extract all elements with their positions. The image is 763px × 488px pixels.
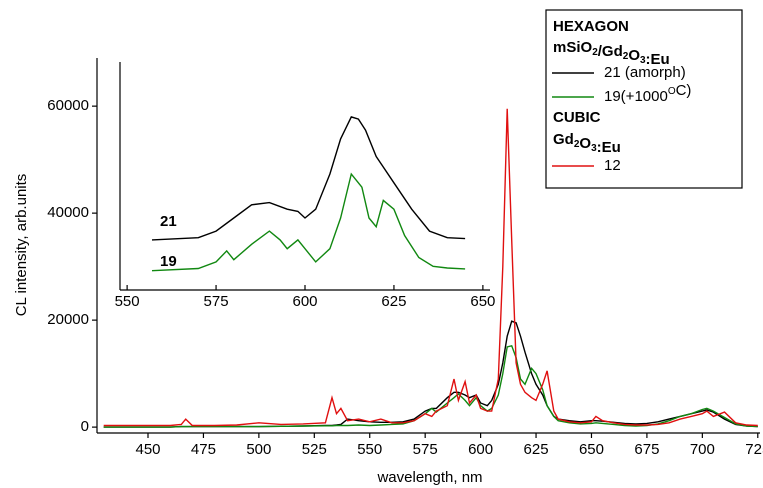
inset-background xyxy=(120,62,490,290)
x-tick-label: 500 xyxy=(246,441,271,458)
series-line xyxy=(103,320,758,428)
y-axis-label: CL intensity, arb.units xyxy=(13,174,30,317)
series-line xyxy=(151,172,466,272)
legend-group-title: HEXAGON xyxy=(553,18,629,35)
y-tick-label: 0 xyxy=(81,418,89,435)
inset-x-tick-label: 600 xyxy=(292,293,317,310)
series-line xyxy=(103,344,758,428)
x-axis-label: wavelength, nm xyxy=(376,469,482,486)
x-tick-label: 600 xyxy=(468,441,493,458)
y-tick-label: 40000 xyxy=(47,204,89,221)
inset-annotation: 19 xyxy=(160,253,177,270)
y-tick-label: 20000 xyxy=(47,311,89,328)
legend-group-title: CUBIC xyxy=(553,109,601,126)
x-tick-label: 700 xyxy=(690,441,715,458)
x-tick-label: 475 xyxy=(191,441,216,458)
y-tick-label: 60000 xyxy=(47,97,89,114)
x-tick-label: 675 xyxy=(634,441,659,458)
x-tick-label: 725 xyxy=(745,441,763,458)
x-tick-label: 525 xyxy=(302,441,327,458)
legend-label: 21 (amorph) xyxy=(604,64,686,81)
series-line xyxy=(103,108,758,427)
inset-x-tick-label: 650 xyxy=(470,293,495,310)
x-tick-label: 650 xyxy=(579,441,604,458)
legend-label: 12 xyxy=(604,157,621,174)
x-tick-label: 550 xyxy=(357,441,382,458)
inset-x-tick-label: 575 xyxy=(204,293,229,310)
inset-annotation: 21 xyxy=(160,213,177,230)
series-line xyxy=(151,116,466,241)
x-tick-label: 625 xyxy=(524,441,549,458)
legend-box xyxy=(545,9,743,189)
inset-x-tick-label: 625 xyxy=(381,293,406,310)
inset-x-tick-label: 550 xyxy=(115,293,140,310)
x-tick-label: 575 xyxy=(413,441,438,458)
x-tick-label: 450 xyxy=(135,441,160,458)
